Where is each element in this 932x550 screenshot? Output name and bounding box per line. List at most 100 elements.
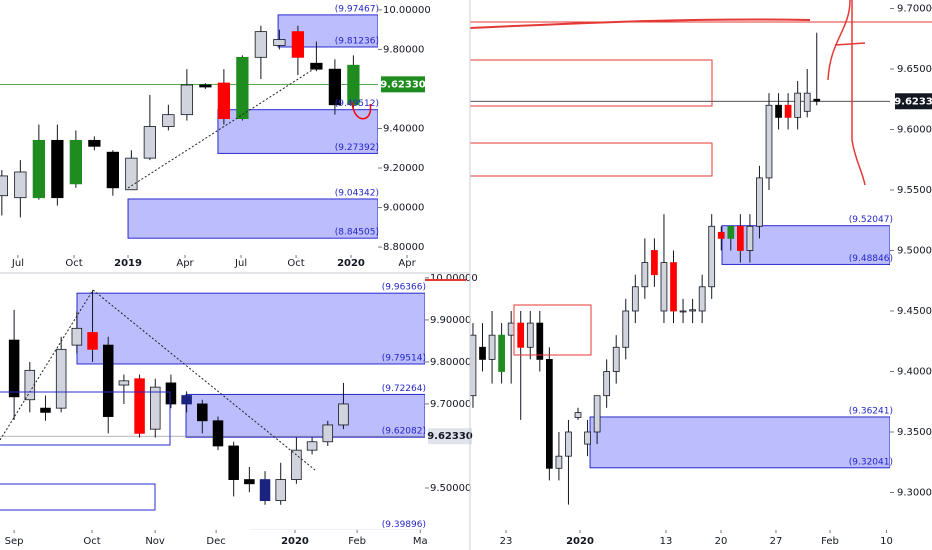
candle-body [328,68,342,106]
candle-body [212,420,224,447]
y-tick-label: 9.20000 [383,163,424,174]
candle-body [181,395,192,405]
outline-box [0,391,171,446]
candle-body [775,104,782,118]
candle-body [803,92,811,112]
y-tick-label: 9.00000 [383,203,424,214]
y-tick-label: 9.50000 [430,483,471,494]
candle-body [291,449,302,480]
y-tick-label: 9.65000 [897,64,932,75]
candle-body [106,151,119,189]
candle-body [259,479,271,501]
y-tick-label: 9.80000 [430,357,471,368]
candle-body [784,104,792,118]
candle-body [603,371,611,397]
plot-area [470,32,890,505]
candle-body [180,84,194,116]
zone-label: (9.97467) [335,4,379,14]
candle-body [55,348,67,409]
x-tick-label: Oct [83,536,100,547]
candle-body [708,225,716,288]
y-tick-label: 9.40000 [383,123,424,134]
candle-body [165,382,177,405]
zone-label: (8.84505) [335,228,379,238]
candle-body [310,62,323,70]
candle-body [8,339,20,398]
candle-body [736,225,744,251]
hand-line [827,0,851,81]
x-tick-label: Sep [5,536,24,547]
zone-label: (9.27392) [335,143,379,153]
x-tick-label: 23 [500,536,513,547]
zone [185,393,425,438]
candle-body [149,386,161,430]
candle-body [746,225,754,251]
x-tick-label: Ma [413,536,428,547]
candle-body [88,139,101,147]
y-tick-label: 9.40000 [897,366,932,377]
candle-body [14,171,27,199]
x-tick-label: Oct [287,258,304,269]
x-tick-label: 13 [660,536,673,547]
candle-body [698,286,706,312]
y-tick-label: 9.55000 [897,185,932,196]
candle-body [134,378,145,434]
y-tick-label: 9.35000 [897,427,932,438]
candle-body [641,262,649,288]
candle-body [574,412,582,418]
zone-label: (9.32041) [849,457,893,467]
zone [589,416,890,469]
y-tick-label: 9.70000 [897,3,932,14]
last-price-label: 9.62330 [894,96,932,107]
zone-label: (9.62082) [382,427,426,437]
candle-body [498,334,505,372]
candle-body [244,479,255,485]
charts: (9.97467) (9.81236) (9.49512) (9.27392) (9.0… [0,3,932,547]
y-tick-label: 9.30000 [897,487,932,498]
candle-body [199,84,212,88]
x-tick-label: Jul [234,258,247,269]
y-tick-label: 9.70000 [430,399,471,410]
candle-body [322,424,334,443]
candle-body [197,403,208,422]
plot-area [0,290,425,530]
candle-body [488,334,496,360]
y-tick-label: 9.60000 [897,124,932,135]
zone [127,198,378,239]
candle-body [69,139,82,185]
last-price-tag [428,428,472,445]
zone-label: (9.04342) [335,188,379,198]
x-tick-label: 2019 [114,258,142,269]
candle-body [143,126,157,159]
candle-body [125,157,138,191]
candle-body [765,104,773,179]
candle-body [584,431,591,445]
outline-box [0,483,156,511]
candle-body [679,310,687,313]
y-tick-label: 9.50000 [897,245,932,256]
x-tick-label: 27 [770,536,783,547]
candle-body [291,31,305,58]
candle-body [565,431,572,457]
last-price-label: 9.62330 [427,431,473,442]
candle-body [794,92,802,118]
x-tick-label: Jul [11,258,24,269]
candle-body [593,395,601,433]
x-tick-label: Nov [145,536,165,547]
zone-label: (9.39896) [382,520,426,530]
y-tick-label: 8.80000 [383,242,424,253]
candle-body [306,441,318,451]
x-tick-label: Apr [176,258,194,269]
trend-line [0,289,94,441]
candle-body [162,114,175,127]
candle-body [670,262,677,312]
x-tick-label: 20 [715,536,728,547]
candle-body [517,322,525,348]
candle-body [228,445,239,480]
panel: (9.96366) (9.79514) (9.72264) (9.62082) (9.3… [0,273,478,547]
y-tick-label: 10.00000 [430,273,478,284]
x-tick-label: Apr [398,258,416,269]
last-price-tag [381,76,425,93]
candle-body [275,479,286,501]
candle-body [479,346,486,360]
